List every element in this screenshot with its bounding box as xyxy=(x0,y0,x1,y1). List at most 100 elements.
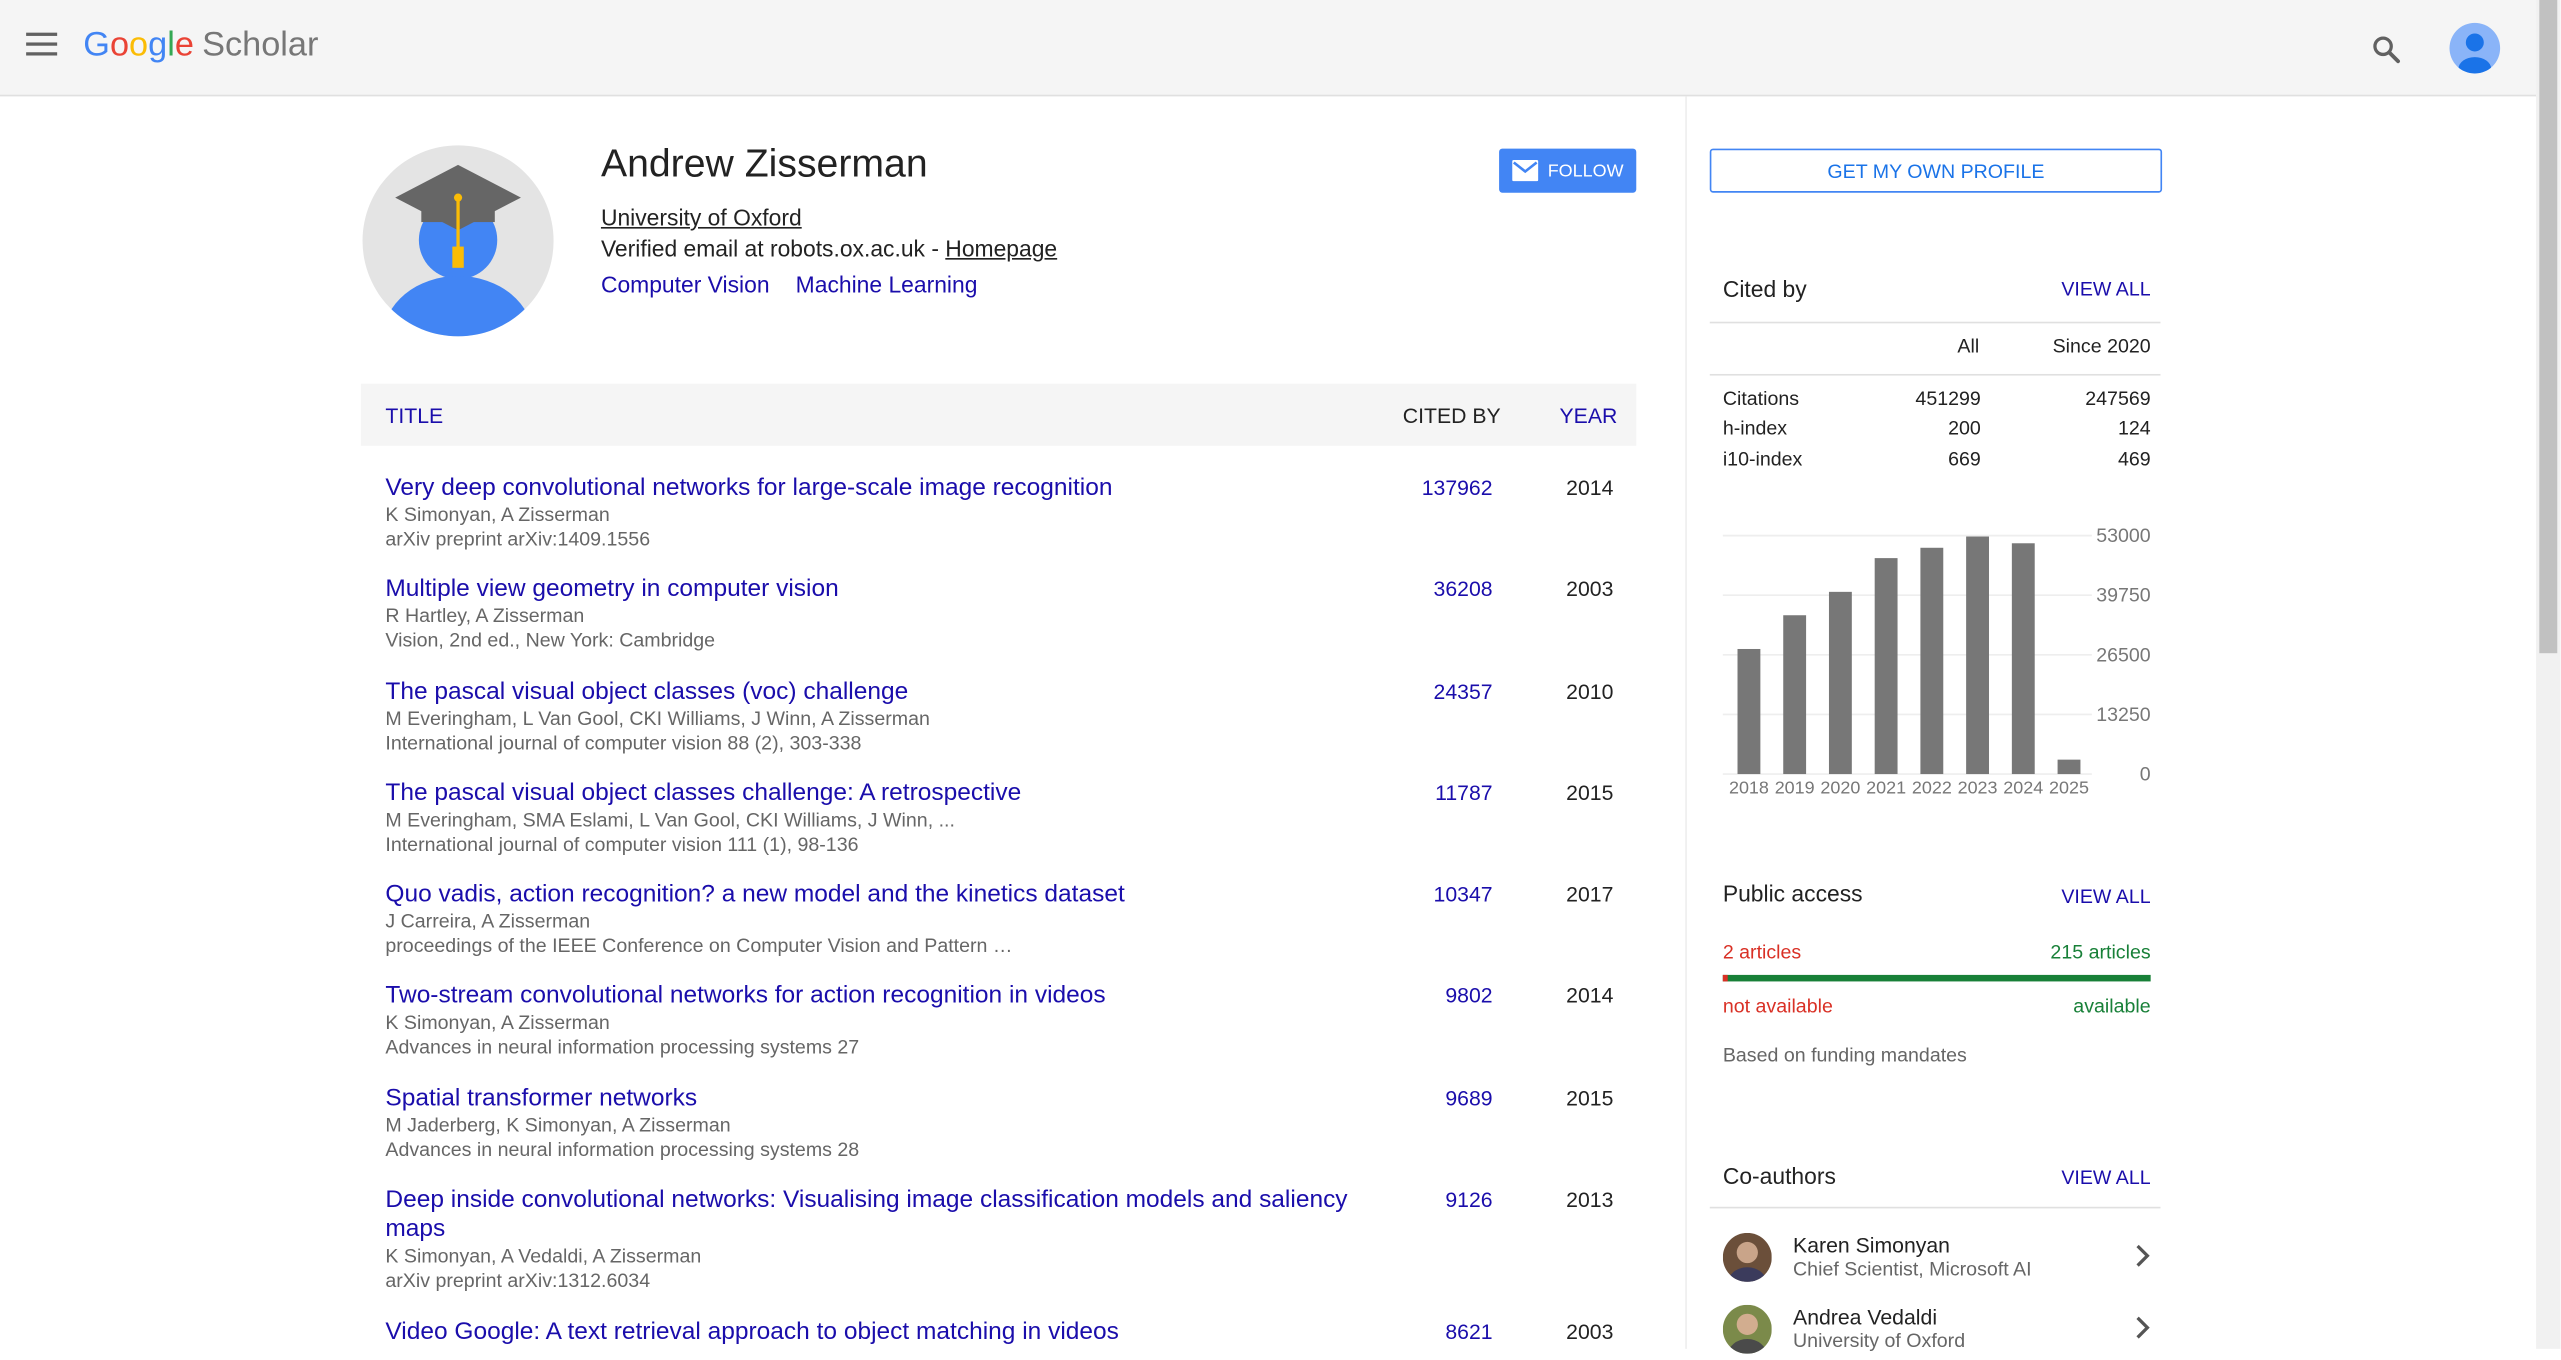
cited-by-view-all[interactable]: VIEW ALL xyxy=(2061,277,2151,301)
account-avatar[interactable] xyxy=(2449,22,2501,74)
stat-all: 200 xyxy=(1948,416,1981,440)
cited-by-count[interactable]: 11787 xyxy=(1435,780,1493,806)
follow-label: FOLLOW xyxy=(1547,160,1624,181)
cited-by-count[interactable]: 9802 xyxy=(1445,983,1493,1008)
table-row: The pascal visual object classes challen… xyxy=(385,779,1626,857)
article-title-link[interactable]: Quo vadis, action recognition? a new mod… xyxy=(385,880,1125,908)
article-authors: M Everingham, SMA Eslami, L Van Gool, CK… xyxy=(385,808,955,832)
bar-2020[interactable] xyxy=(1828,591,1852,775)
x-tick-label: 2019 xyxy=(1775,778,1815,798)
cited-by-count[interactable]: 8621 xyxy=(1445,1319,1493,1344)
article-title-link[interactable]: Two-stream convolutional networks for ac… xyxy=(385,981,1106,1010)
stat-since: 247569 xyxy=(2085,387,2151,410)
article-venue: International journal of computer vision… xyxy=(385,731,862,755)
hamburger-icon[interactable] xyxy=(26,32,58,59)
homepage-link[interactable]: Homepage xyxy=(945,235,1058,262)
y-tick-label: 53000 xyxy=(2096,525,2151,547)
coauthor-name: Andrea Vedaldi xyxy=(1793,1304,1938,1330)
sort-by-year[interactable]: YEAR xyxy=(1559,403,1618,428)
logo-letter: l xyxy=(167,26,175,64)
divider xyxy=(1709,373,2161,376)
profile-name: Andrew Zisserman xyxy=(600,142,928,187)
stat-since: 469 xyxy=(2117,447,2151,471)
search-icon[interactable] xyxy=(2369,33,2402,66)
article-authors: R Hartley, A Zisserman xyxy=(385,604,585,628)
interest-computer-vision[interactable]: Computer Vision xyxy=(600,271,770,298)
table-row: Video Google: A text retrieval approach … xyxy=(385,1318,1626,1347)
cited-by-count[interactable]: 9689 xyxy=(1445,1085,1493,1111)
top-bar: Google Scholar xyxy=(0,0,2537,97)
bar-2022[interactable] xyxy=(1920,547,1944,775)
logo-letter: o xyxy=(129,26,149,64)
article-authors: K Simonyan, A Zisserman xyxy=(385,502,610,526)
x-tick-label: 2021 xyxy=(1866,778,1906,798)
article-venue: Advances in neural information processin… xyxy=(385,1035,860,1059)
available-count[interactable]: 215 articles xyxy=(2050,940,2151,964)
table-row: Very deep convolutional networks for lar… xyxy=(385,474,1626,552)
article-venue: proceedings of the IEEE Conference on Co… xyxy=(385,934,1013,957)
article-year: 2017 xyxy=(1566,881,1614,907)
article-authors: M Jaderberg, K Simonyan, A Zisserman xyxy=(385,1113,731,1137)
article-title-link[interactable]: Video Google: A text retrieval approach … xyxy=(385,1317,1119,1346)
bar-2019[interactable] xyxy=(1783,615,1807,775)
bar-2021[interactable] xyxy=(1874,558,1898,775)
cited-by-count[interactable]: 10347 xyxy=(1433,881,1493,907)
public-access-view-all[interactable]: VIEW ALL xyxy=(2061,885,2151,908)
scholar-logo[interactable]: Google Scholar xyxy=(83,26,318,65)
article-venue: arXiv preprint arXiv:1409.1556 xyxy=(385,527,651,551)
table-row: Deep inside convolutional networks: Visu… xyxy=(385,1186,1626,1294)
coauthor-affiliation: University of Oxford xyxy=(1793,1329,1966,1353)
scrollbar[interactable] xyxy=(2536,0,2561,1349)
stat-since: 124 xyxy=(2117,416,2151,440)
public-access-bar xyxy=(1722,974,2151,982)
article-year: 2003 xyxy=(1566,576,1614,601)
divider xyxy=(1709,1206,2161,1209)
bar-2024[interactable] xyxy=(2011,543,2035,775)
get-my-own-profile-button[interactable]: GET MY OWN PROFILE xyxy=(1709,148,2163,193)
coauthor-item[interactable]: Andrea Vedaldi University of Oxford xyxy=(1722,1304,2156,1360)
article-authors: J Carreira, A Zisserman xyxy=(385,909,591,933)
article-title-link[interactable]: Spatial transformer networks xyxy=(385,1084,698,1113)
y-tick-label: 26500 xyxy=(2096,644,2151,666)
sort-by-cited[interactable]: CITED BY xyxy=(1402,403,1501,428)
coauthor-affiliation: Chief Scientist, Microsoft AI xyxy=(1793,1257,2032,1281)
article-year: 2015 xyxy=(1566,1085,1614,1111)
article-year: 2010 xyxy=(1566,679,1614,704)
logo-letter: G xyxy=(83,26,110,64)
article-venue: Advances in neural information processin… xyxy=(385,1138,860,1162)
cited-by-count[interactable]: 137962 xyxy=(1421,475,1493,500)
article-title-link[interactable]: The pascal visual object classes challen… xyxy=(385,778,1022,807)
coauthor-photo xyxy=(1722,1304,1772,1354)
col-since: Since 2020 xyxy=(2052,334,2151,358)
google-wordmark: Google xyxy=(83,26,194,64)
article-title-link[interactable]: Deep inside convolutional networks: Visu… xyxy=(385,1185,1348,1243)
interest-machine-learning[interactable]: Machine Learning xyxy=(795,271,978,298)
follow-button[interactable]: FOLLOW xyxy=(1499,148,1637,193)
sort-by-title[interactable]: TITLE xyxy=(385,403,444,428)
chevron-right-icon xyxy=(2136,1316,2150,1339)
chevron-right-icon xyxy=(2136,1244,2150,1267)
coauthor-item[interactable]: Karen Simonyan Chief Scientist, Microsof… xyxy=(1722,1232,2156,1289)
coauthors-view-all[interactable]: VIEW ALL xyxy=(2061,1165,2151,1189)
table-row: The pascal visual object classes (voc) c… xyxy=(385,678,1626,756)
article-title-link[interactable]: Multiple view geometry in computer visio… xyxy=(385,574,839,603)
funding-mandates-note: Based on funding mandates xyxy=(1722,1043,1967,1067)
article-year: 2014 xyxy=(1566,475,1614,500)
cited-by-count[interactable]: 9126 xyxy=(1445,1187,1493,1212)
divider xyxy=(1709,321,2161,324)
table-row: Multiple view geometry in computer visio… xyxy=(385,575,1626,653)
article-title-link[interactable]: The pascal visual object classes (voc) c… xyxy=(385,677,909,706)
article-title-link[interactable]: Very deep convolutional networks for lar… xyxy=(385,473,1113,502)
cited-by-count[interactable]: 24357 xyxy=(1433,679,1493,704)
not-available-count[interactable]: 2 articles xyxy=(1722,940,1802,964)
stat-all: 669 xyxy=(1948,447,1981,471)
bar-2023[interactable] xyxy=(1966,536,1989,775)
bar-2018[interactable] xyxy=(1737,648,1761,775)
table-row: Two-stream convolutional networks for ac… xyxy=(385,981,1626,1059)
scrollbar-thumb[interactable] xyxy=(2539,0,2558,654)
bar-2025[interactable] xyxy=(2057,759,2081,775)
coauthor-photo xyxy=(1722,1232,1772,1282)
cited-by-count[interactable]: 36208 xyxy=(1433,576,1493,601)
affiliation-link[interactable]: University of Oxford xyxy=(600,204,802,231)
